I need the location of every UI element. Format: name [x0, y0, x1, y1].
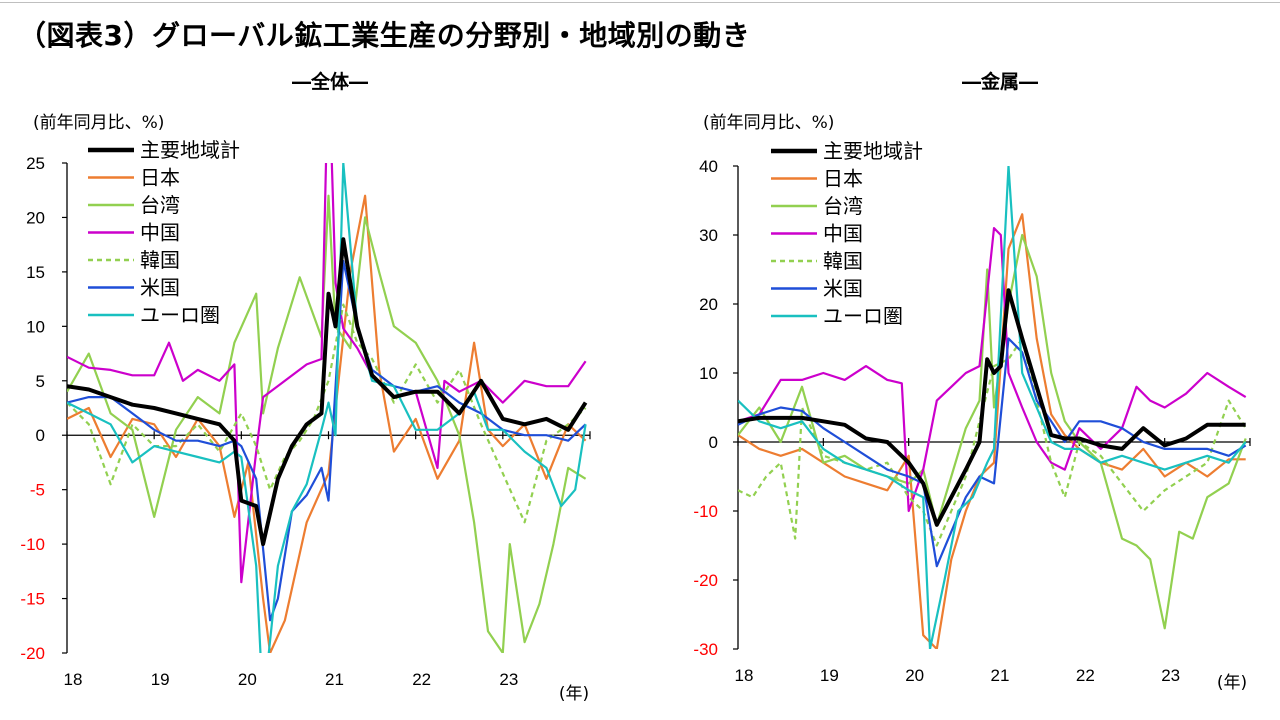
metal-y-tick-label: 30	[699, 226, 718, 245]
metal-series-line-1	[738, 213, 1246, 649]
metal-x-tick-label: 19	[820, 666, 839, 685]
metal-panel: ―金属― (前年同月比、%) (年) 40 30 20 10 0 -10 -20 -30 18 19 20…	[693, 70, 1251, 693]
overall-x-unit-label: (年)	[559, 684, 589, 704]
metal-y-tick-label: -20	[693, 571, 718, 590]
metal-y-tick-label: 0	[709, 433, 718, 452]
overall-series-line-0	[67, 237, 588, 547]
overall-y-tick-label: -10	[20, 535, 45, 554]
metal-y-tick-label: 20	[699, 295, 718, 314]
overall-series-layer	[67, 163, 588, 653]
overall-legend-label: 中国	[140, 221, 180, 245]
metal-legend-label: 台湾	[823, 194, 863, 218]
top-rule	[0, 2, 1280, 3]
overall-y-tick-label: 0	[36, 426, 45, 445]
overall-legend-label: 韓国	[140, 248, 180, 272]
metal-unit-label: (前年同月比、%)	[703, 113, 834, 133]
overall-chart-title: ―全体―	[292, 70, 368, 93]
overall-y-tick-label: 15	[26, 263, 45, 282]
metal-x-tick-label: 20	[905, 666, 924, 685]
metal-legend-label: 日本	[823, 167, 863, 191]
overall-y-tick-label: 25	[26, 154, 45, 173]
overall-x-tick-label: 20	[238, 670, 257, 689]
overall-y-tick-label: -5	[30, 481, 45, 500]
overall-y-tick-label: 10	[26, 317, 45, 336]
overall-y-tick-label: 20	[26, 208, 45, 227]
overall-series-line-3	[67, 163, 587, 584]
metal-x-tick-label: 18	[735, 666, 754, 685]
overall-legend-label: 米国	[140, 276, 180, 300]
metal-legend-label: 米国	[823, 277, 863, 301]
overall-y-tick-label: 5	[36, 372, 45, 391]
metal-series-line-5	[738, 337, 1247, 568]
overall-x-tick-label: 21	[325, 670, 344, 689]
overall-x-tick-label: 22	[412, 670, 431, 689]
page-title: （図表3）グローバル鉱工業生産の分野別・地域別の動き	[18, 19, 751, 52]
overall-x-tick-label: 23	[499, 670, 518, 689]
overall-unit-label: (前年同月比、%)	[33, 113, 164, 133]
metal-chart-title: ―金属―	[962, 70, 1038, 93]
overall-y-tick-label: -20	[20, 644, 45, 663]
overall-legend-label: 台湾	[140, 193, 180, 217]
metal-y-tick-label: -10	[693, 502, 718, 521]
overall-x-tick-label: 19	[151, 670, 170, 689]
metal-series-line-3	[738, 227, 1247, 513]
overall-x-tick-label: 18	[64, 670, 83, 689]
metal-series-line-0	[738, 288, 1246, 527]
metal-legend-label: 中国	[823, 222, 863, 246]
metal-y-tick-label: -30	[693, 640, 718, 659]
metal-x-tick-label: 21	[991, 666, 1010, 685]
metal-y-tick-label: 40	[699, 157, 718, 176]
overall-panel: ―全体― (前年同月比、%) (年) 25 20 15 10 5 0 -5 -10 -15 -20 18 1…	[20, 70, 591, 704]
metal-y-tick-label: 10	[699, 364, 718, 383]
metal-series-line-6	[738, 166, 1247, 649]
metal-x-tick-label: 22	[1076, 666, 1095, 685]
metal-x-tick-label: 23	[1161, 666, 1180, 685]
overall-series-line-2	[67, 194, 587, 653]
metal-legend-label: 主要地域計	[823, 139, 923, 163]
overall-series-line-6	[67, 163, 587, 653]
overall-series-line-5	[67, 259, 587, 622]
metal-series-layer	[738, 166, 1247, 649]
overall-legend-label: 日本	[140, 166, 180, 190]
metal-legend-label: ユーロ圏	[823, 304, 903, 328]
overall-legend-label: ユーロ圏	[140, 303, 220, 327]
metal-x-unit-label: (年)	[1217, 673, 1247, 693]
metal-legend-label: 韓国	[823, 249, 863, 273]
metal-series-line-2	[738, 233, 1247, 630]
overall-y-tick-label: -15	[20, 590, 45, 609]
overall-legend-label: 主要地域計	[140, 138, 240, 162]
